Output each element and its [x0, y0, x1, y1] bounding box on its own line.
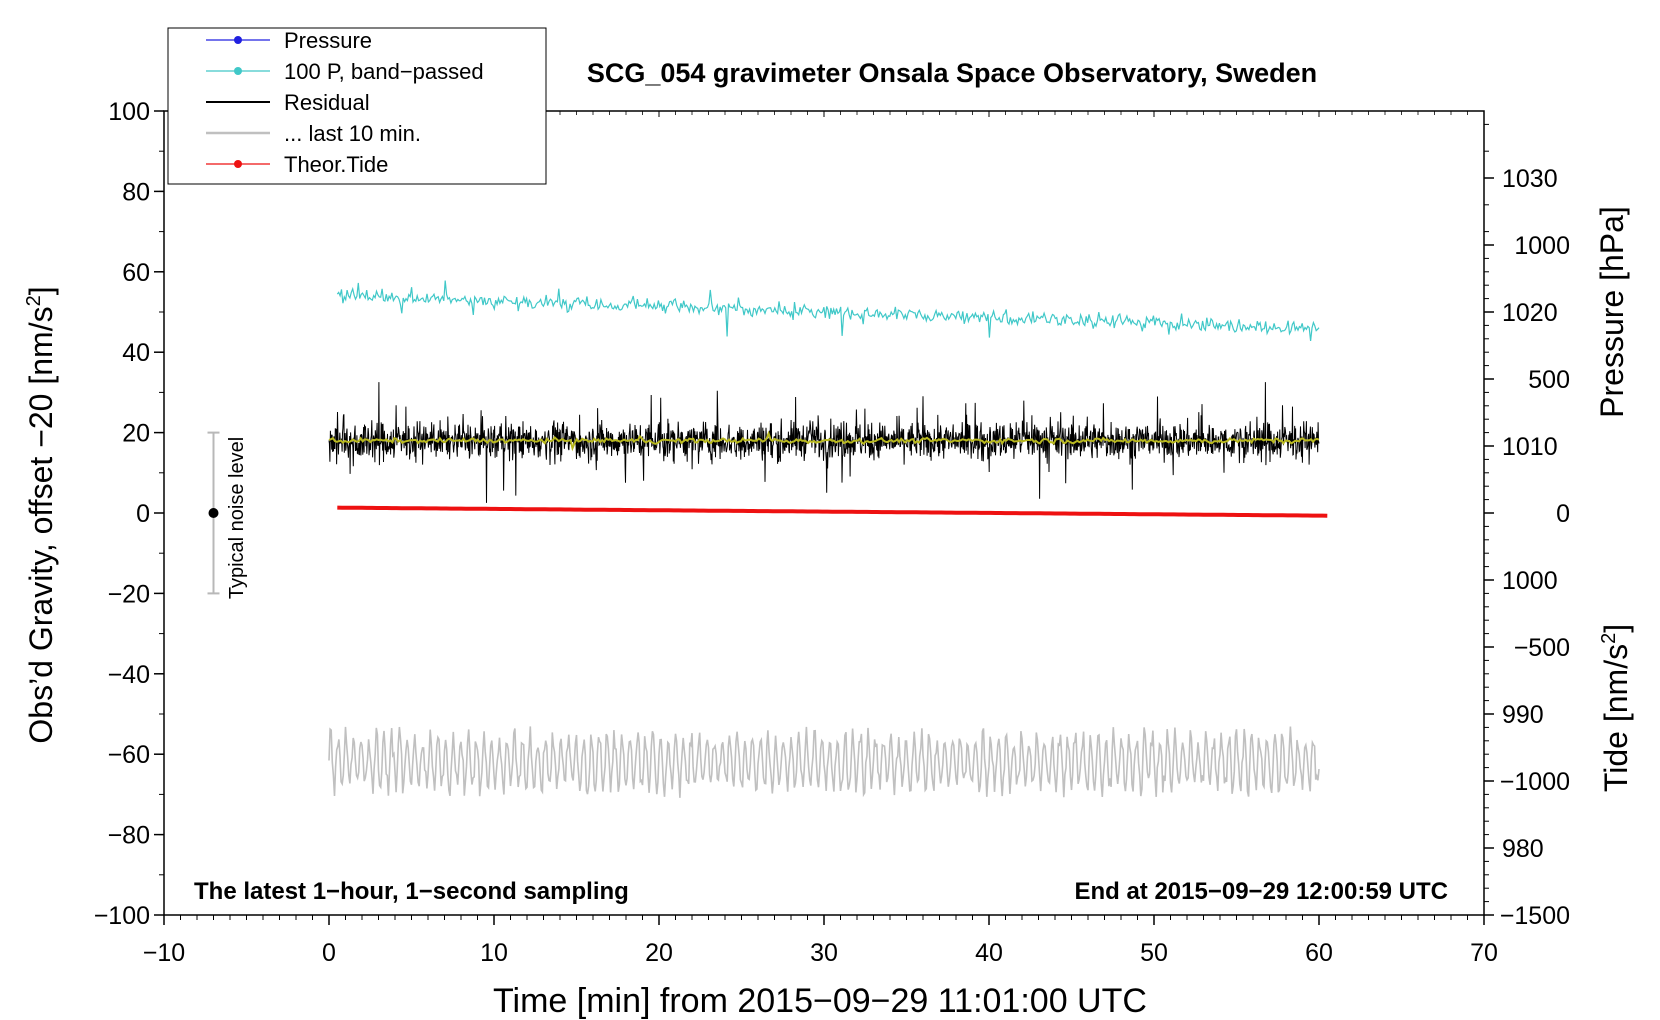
noise-bar-center — [208, 508, 219, 518]
y-axis-tide-label-end: ] — [1598, 624, 1634, 633]
series-layer — [328, 280, 1328, 798]
x-axis-label: Time [min] from 2015−09−29 11:01:00 UTC — [493, 982, 1147, 1020]
legend-label: Pressure — [284, 28, 372, 53]
y-tick-label: 60 — [122, 259, 150, 287]
x-tick-label: 60 — [1305, 939, 1333, 967]
y-tick-label: −100 — [94, 902, 150, 930]
legend-label: 100 P, band−passed — [284, 59, 484, 84]
legend-label: Residual — [284, 90, 370, 115]
legend-marker — [234, 67, 242, 75]
legend-box — [167, 27, 547, 185]
legend-label: ... last 10 min. — [284, 121, 421, 146]
y-tick-label: −40 — [108, 661, 150, 689]
y-axis-tide-label-sup: 2 — [1598, 633, 1620, 644]
y-tick-label: −60 — [108, 741, 150, 769]
y-tick-label: −20 — [108, 580, 150, 608]
y-axis-pressure-label: Pressure [hPa] — [1594, 206, 1630, 418]
noise-level-bar — [207, 431, 220, 595]
series-residual-smoothed — [328, 430, 1320, 452]
y-tick-label: 0 — [136, 500, 150, 528]
x-tick-label: 20 — [645, 939, 673, 967]
y-tick-label: −80 — [108, 822, 150, 850]
x-tick-label: 70 — [1470, 939, 1498, 967]
x-tick-label: 50 — [1140, 939, 1168, 967]
legend: Pressure 100 P, band−passed Residual ... la… — [167, 27, 547, 185]
chart-title: SCG_054 gravimeter Onsala Space Observat… — [587, 58, 1317, 88]
annotation-sampling: The latest 1−hour, 1−second sampling — [194, 878, 629, 905]
tide-tick-label: 0 — [1556, 500, 1570, 528]
series-bandpassed-pressure — [336, 280, 1320, 341]
tide-tick-label: 500 — [1528, 366, 1570, 394]
pressure-tick-label: 1030 — [1502, 165, 1558, 193]
y-axis-left-label-main: Obs’d Gravity, offset −20 [nm/s — [23, 306, 59, 743]
y-tick-label: 100 — [108, 98, 150, 126]
legend-label: Theor.Tide — [284, 152, 388, 177]
series-residual — [328, 382, 1320, 503]
y-tick-label: 80 — [122, 178, 150, 206]
legend-marker — [234, 160, 242, 168]
x-tick-label: 40 — [975, 939, 1003, 967]
x-tick-label: 0 — [322, 939, 336, 967]
series-theoretical-tide — [337, 505, 1328, 518]
y-axis-left-label: Obs’d Gravity, offset −20 [nm/s2] — [23, 286, 59, 743]
x-tick-label: 10 — [480, 939, 508, 967]
series-last-10-min — [328, 726, 1320, 798]
pressure-tick-label: 990 — [1502, 701, 1544, 729]
pressure-tick-label: 1010 — [1502, 433, 1558, 461]
pressure-tick-label: 980 — [1502, 835, 1544, 863]
y-axis-pressure: 980 990 1000 1010 1020 1030 — [1484, 123, 1558, 903]
y-axis-left: −100 −80 −60 −40 −20 0 20 40 60 80 100 — [94, 98, 164, 930]
y-axis-tide: −1500 −1000 −500 0 500 1000 — [1484, 232, 1570, 930]
noise-level-label: Typical noise level — [226, 437, 248, 599]
tide-tick-label: 1000 — [1514, 232, 1570, 260]
x-axis: −10 0 10 20 30 40 50 60 70 — [143, 111, 1498, 967]
x-tick-label: 30 — [810, 939, 838, 967]
legend-marker — [234, 36, 242, 44]
y-axis-tide-label-main: Tide [nm/s — [1598, 644, 1634, 792]
tide-tick-label: −500 — [1514, 634, 1570, 662]
pressure-tick-label: 1000 — [1502, 567, 1558, 595]
y-tick-label: 20 — [122, 420, 150, 448]
y-axis-left-label-sup: 2 — [23, 295, 45, 306]
tide-tick-label: −1500 — [1500, 902, 1570, 930]
tide-tick-label: −1000 — [1500, 768, 1570, 796]
pressure-tick-label: 1020 — [1502, 299, 1558, 327]
annotation-end-time: End at 2015−09−29 12:00:59 UTC — [1074, 878, 1448, 905]
y-axis-tide-label: Tide [nm/s2] — [1598, 624, 1634, 792]
y-tick-label: 40 — [122, 339, 150, 367]
x-tick-label: −10 — [143, 939, 185, 967]
y-axis-left-label-end: ] — [23, 286, 59, 295]
